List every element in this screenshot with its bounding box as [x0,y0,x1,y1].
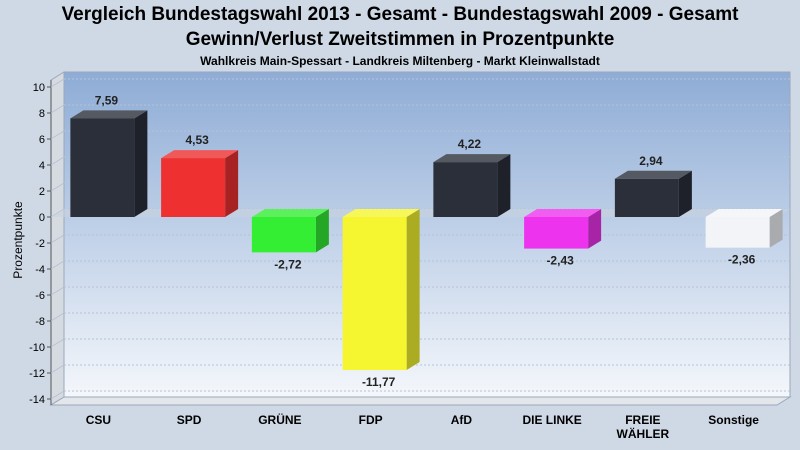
x-tick-label: AfD [451,413,473,427]
y-tick-label: -12 [29,368,45,380]
x-tick-label: FREIE [625,413,660,427]
y-tick-label: -8 [35,316,45,328]
gridline-wall [50,390,65,400]
bar-top [70,110,148,119]
data-label: -2,43 [546,254,574,268]
y-tick-label: 8 [39,108,45,120]
bar-side [497,154,511,217]
x-tick-label: CSU [86,413,111,427]
x-tick-label: Sonstige [708,413,759,427]
y-tick-label: -4 [35,264,45,276]
bar-side [134,110,148,217]
gridline-wall [50,260,65,270]
x-tick-label: SPD [177,413,202,427]
bar-freie-wähler [614,170,692,217]
y-axis-label: Prozentpunkte [11,201,25,279]
chart-subtitle: Gewinn/Verlust Zweitstimmen in Prozentpu… [185,29,615,50]
bar-top [433,154,511,163]
x-tick-label: DIE LINKE [522,413,581,427]
bar-front [524,217,589,249]
zero-plane [51,209,790,217]
bar-top [342,209,420,217]
bar-top [614,170,692,179]
chart-title: Vergleich Bundestagswahl 2013 - Gesamt -… [61,4,739,25]
bar-top [524,209,602,217]
gridline-wall [50,130,65,140]
y-tick-label: 6 [39,134,45,146]
data-label: 4,53 [185,133,209,147]
bar-front [161,158,226,217]
gridline-wall [50,364,65,374]
data-label: 2,94 [639,154,663,168]
bar-top [251,209,329,217]
bar-afd [433,154,511,217]
y-tick-label: 2 [39,186,45,198]
x-tick-label: FDP [359,413,383,427]
bar-side [769,209,783,248]
bar-front [70,118,135,217]
gridline-wall [50,182,65,192]
x-tick-label: WÄHLER [617,426,670,441]
bar-front [614,178,679,217]
y-tick-label: -10 [29,342,45,354]
bar-side [678,170,692,217]
bar-spd [161,150,239,217]
gridline-wall [50,234,65,244]
data-label: 7,59 [95,93,119,107]
data-label: -2,36 [728,253,756,267]
y-tick-label: -2 [35,238,45,250]
bar-side [588,209,602,249]
bar-side [406,209,420,371]
bar-fdp [342,209,420,371]
y-tick-label: -14 [29,394,45,406]
y-tick-label: -6 [35,290,45,302]
x-tick-label: GRÜNE [258,412,301,427]
bar-csu [70,110,148,217]
bar-sonstige [705,209,783,248]
data-label: 4,22 [458,137,482,151]
bar-front [342,217,407,371]
bar-front [251,217,316,253]
gridline-wall [50,104,65,114]
data-label: -2,72 [274,257,302,271]
bar-side [315,209,329,253]
y-tick-label: 4 [39,160,45,172]
chart-subtitle-region: Wahlkreis Main-Spessart - Landkreis Milt… [200,54,600,68]
bar-die-linke [524,209,602,249]
plot-floor [49,396,792,406]
bar-side [225,150,239,217]
gridline-wall [50,286,65,296]
bar-top [705,209,783,217]
bar-grüne [251,209,329,253]
gridline-wall [50,78,65,88]
bar-top [161,150,239,159]
y-tick-label: 0 [39,212,45,224]
data-label: -11,77 [362,375,396,389]
gridline-wall [50,312,65,322]
bar-front [433,162,498,217]
bar-front [705,217,770,248]
gridline-wall [50,156,65,166]
y-tick-label: 10 [33,82,45,94]
gridline-wall [50,338,65,348]
